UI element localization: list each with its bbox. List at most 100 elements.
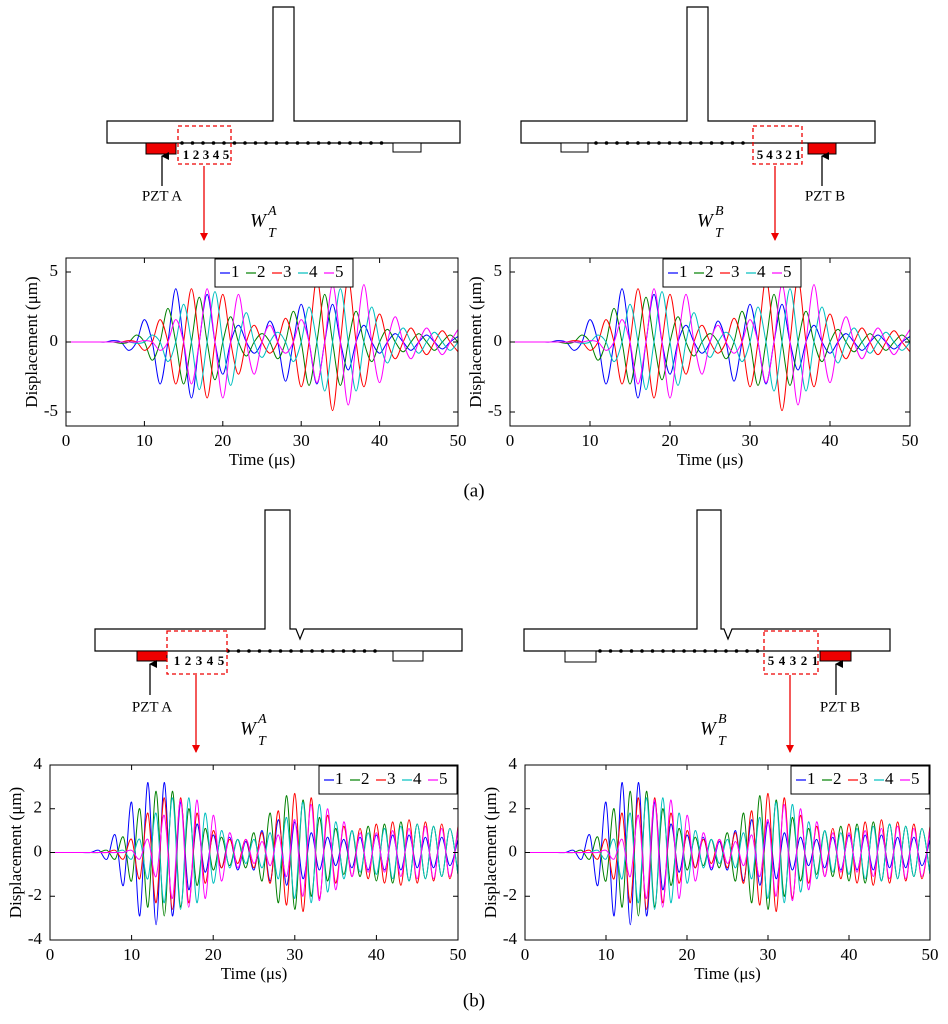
x-tick-label: 0 [521,945,530,964]
y-axis-label: Displacement (μm) [466,276,485,407]
series-line [510,278,910,412]
signal-superscript: B [715,204,724,219]
sensor-label: 3 [203,147,210,162]
y-tick-label: 4 [34,754,43,773]
y-tick-label: 0 [50,331,59,350]
signal-subscript: T [258,734,267,749]
legend-label: 4 [757,262,766,281]
legend-label: 3 [859,769,868,788]
sensor-label: 5 [757,147,764,162]
x-tick-label: 30 [293,431,310,450]
signal-symbol: W [250,210,268,231]
x-tick-label: 40 [841,945,858,964]
legend-label: 5 [911,769,920,788]
x-tick-label: 0 [46,945,55,964]
structure [106,6,461,144]
pzt [136,650,168,662]
sensor-label: 5 [218,653,225,668]
sensor-label: 1 [174,653,181,668]
legend-label: 1 [231,262,240,281]
y-tick-label: 5 [50,261,59,280]
pzt-label: PZT A [132,699,172,715]
sensor-label: 3 [790,653,797,668]
pzt [807,142,837,155]
legend-label: 2 [361,769,370,788]
legend-label: 4 [309,262,318,281]
legend-label: 1 [807,769,816,788]
x-tick-label: 50 [450,945,467,964]
legend-label: 2 [833,769,842,788]
legend-label: 5 [783,262,792,281]
legend-label: 3 [731,262,740,281]
series-line [510,293,910,386]
y-tick-label: -2 [28,885,42,904]
support [564,650,597,663]
y-tick-label: 4 [509,754,518,773]
pzt-label: PZT B [820,699,860,715]
x-tick-label: 10 [123,945,140,964]
series-line [525,797,930,910]
x-tick-label: 50 [922,945,939,964]
series-line [50,790,458,917]
series-line [66,293,458,386]
signal-superscript: A [267,204,277,219]
sensor-label: 4 [779,653,786,668]
y-tick-label: 0 [509,841,518,860]
legend-label: 2 [705,262,714,281]
series-line [66,288,458,392]
y-axis-label: Displacement (μm) [22,276,41,407]
legend-label: 5 [439,769,448,788]
signal-superscript: B [718,712,727,727]
x-tick-label: 50 [902,431,919,450]
legend-label: 3 [283,262,292,281]
signal-subscript: T [268,226,277,241]
x-tick-label: 40 [822,431,839,450]
pzt [145,142,177,155]
sensor-label: 5 [223,147,230,162]
panel-label: (a) [463,480,484,501]
signal-symbol: W [700,718,718,739]
sensor-label: 2 [185,653,192,668]
legend-label: 2 [257,262,266,281]
x-axis-label: Time (μs) [221,964,288,983]
x-tick-label: 20 [214,431,231,450]
x-axis-label: Time (μs) [677,450,744,469]
x-axis-label: Time (μs) [229,450,296,469]
signal-superscript: A [257,712,267,727]
sensor-box [177,125,232,165]
legend-label: 1 [679,262,688,281]
x-tick-label: 30 [760,945,777,964]
sensor-box [752,125,803,165]
sensor-label: 3 [196,653,203,668]
sensor-label: 3 [776,147,783,162]
y-tick-label: -5 [488,401,502,420]
support [392,650,424,662]
sensor-label: 4 [207,653,214,668]
sensor-label: 2 [801,653,808,668]
signal-subscript: T [718,734,727,749]
y-tick-label: 2 [34,798,43,817]
y-tick-label: -4 [503,929,518,948]
y-tick-label: 0 [34,841,43,860]
x-tick-label: 40 [368,945,385,964]
sensor-label: 4 [213,147,220,162]
sensor-label: 5 [768,653,775,668]
structure [523,509,891,652]
series-line [50,799,458,908]
panel-label: (b) [463,990,485,1011]
legend-label: 1 [335,769,344,788]
legend-label: 4 [885,769,894,788]
y-tick-label: 2 [509,798,518,817]
y-tick-label: -5 [44,401,58,420]
series-line [66,284,458,406]
y-tick-label: 5 [494,261,503,280]
y-tick-label: -2 [503,885,517,904]
legend-box [662,258,802,288]
sensor-label: 2 [785,147,792,162]
sensor-label: 1 [795,147,802,162]
structure [520,6,876,144]
x-tick-label: 20 [205,945,222,964]
sensor-label: 1 [812,653,819,668]
pzt [819,650,852,662]
